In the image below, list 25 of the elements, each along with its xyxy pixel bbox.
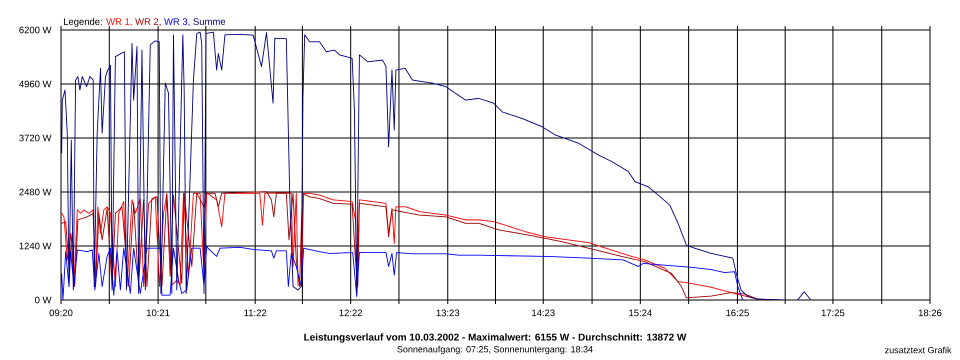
legend-title: Legende:	[64, 18, 102, 27]
y-tick-label: 3720 W	[19, 134, 52, 142]
y-tick-label: 1240 W	[20, 242, 52, 250]
x-tick-label: 13:23	[436, 310, 460, 316]
text: WR 2,	[135, 18, 161, 26]
text: zusatztext Grafik	[885, 346, 952, 354]
x-tick-label: 12:22	[340, 310, 362, 316]
text: Leistungsverlauf vom 10.03.2002 - Maximalwert: 6155 W - Durchschnitt: 13872 W	[304, 333, 686, 343]
line-series	[61, 246, 744, 300]
series-label: Summe	[193, 18, 226, 25]
x-tick-label: 18:26	[918, 310, 942, 316]
x-tick-label: 17:25	[822, 310, 844, 316]
x-tick-label: 16:25	[726, 310, 749, 316]
text: WR 1,	[106, 18, 132, 26]
x-tick-label: 09:20	[50, 310, 72, 316]
x-tick-label: 15:24	[629, 310, 652, 316]
y-tick-label: 0 W	[35, 296, 52, 304]
y-tick-label: 2480 W	[19, 188, 52, 196]
x-tick-label: 10:21	[146, 310, 170, 316]
text: WR 3,	[164, 18, 190, 26]
x-tick-label: 14:23	[532, 310, 555, 316]
y-tick-label: 4960 W	[19, 80, 52, 88]
text: Sonnenaufgang: 07:25, Sonnenuntergang: 18:34	[397, 346, 593, 354]
x-tick-label: 11:22	[244, 310, 266, 316]
y-tick-label: 6200 W	[19, 26, 52, 34]
